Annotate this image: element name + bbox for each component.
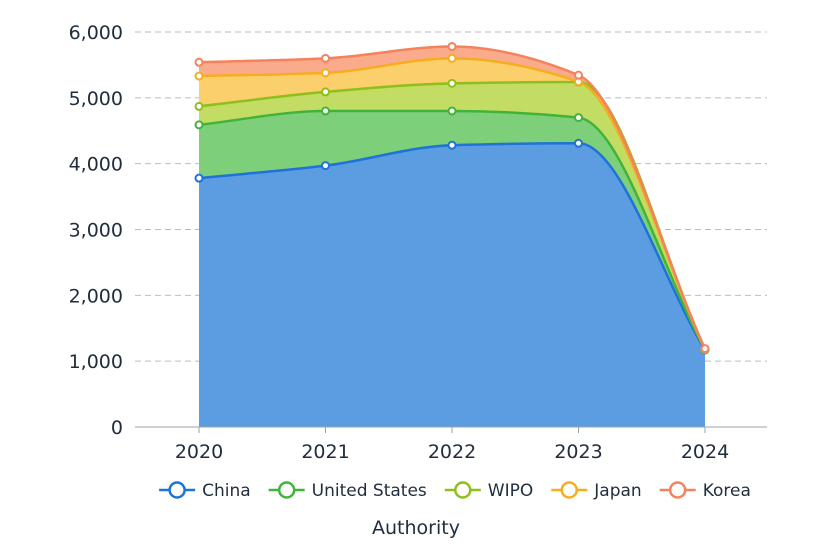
- data-point[interactable]: [196, 175, 203, 182]
- legend-item-china[interactable]: China: [159, 481, 251, 501]
- legend-label: Korea: [703, 481, 751, 501]
- x-tick-label: 2024: [681, 441, 729, 463]
- legend-label: Japan: [593, 481, 641, 501]
- y-tick-label: 3,000: [69, 220, 123, 242]
- legend-item-korea[interactable]: Korea: [660, 481, 751, 501]
- legend-marker-icon: [562, 483, 577, 498]
- data-point[interactable]: [322, 88, 329, 95]
- legend-label: WIPO: [488, 481, 533, 501]
- y-tick-label: 4,000: [69, 154, 123, 176]
- data-point[interactable]: [575, 72, 582, 79]
- data-point[interactable]: [322, 55, 329, 62]
- data-point[interactable]: [702, 345, 709, 352]
- legend-marker-icon: [670, 483, 685, 498]
- data-point[interactable]: [449, 80, 456, 87]
- x-tick-label: 2021: [301, 441, 349, 463]
- data-point[interactable]: [449, 108, 456, 115]
- data-point[interactable]: [196, 59, 203, 66]
- legend[interactable]: China United States WIPO Japan Korea: [159, 481, 751, 501]
- x-tick-label: 2022: [428, 441, 476, 463]
- x-axis-title: Authority: [372, 517, 460, 539]
- data-point[interactable]: [575, 140, 582, 147]
- data-point[interactable]: [196, 103, 203, 110]
- data-point[interactable]: [322, 69, 329, 76]
- legend-marker-icon: [279, 483, 294, 498]
- legend-item-japan[interactable]: Japan: [551, 481, 641, 501]
- data-point[interactable]: [575, 114, 582, 121]
- data-point[interactable]: [196, 73, 203, 80]
- x-axis-tick-labels: 2020 2021 2022 2023 2024: [175, 427, 729, 463]
- y-tick-label: 1,000: [69, 351, 123, 373]
- y-tick-label: 2,000: [69, 285, 123, 307]
- data-point[interactable]: [196, 121, 203, 128]
- data-point[interactable]: [322, 162, 329, 169]
- y-tick-label: 6,000: [69, 22, 123, 44]
- data-point[interactable]: [449, 55, 456, 62]
- x-tick-label: 2020: [175, 441, 223, 463]
- y-axis-tick-labels: 0 1,000 2,000 3,000 4,000 5,000 6,000: [69, 22, 123, 439]
- legend-label: China: [202, 481, 251, 501]
- series-areas: [199, 46, 705, 427]
- legend-marker-icon: [455, 483, 470, 498]
- legend-item-wipo[interactable]: WIPO: [445, 481, 533, 501]
- y-tick-label: 5,000: [69, 88, 123, 110]
- legend-label: United States: [312, 481, 427, 501]
- data-point[interactable]: [449, 43, 456, 50]
- data-point[interactable]: [322, 108, 329, 115]
- data-point[interactable]: [449, 142, 456, 149]
- x-tick-label: 2023: [554, 441, 602, 463]
- legend-item-united-states[interactable]: United States: [269, 481, 427, 501]
- legend-marker-icon: [170, 483, 185, 498]
- y-tick-label: 0: [111, 417, 123, 439]
